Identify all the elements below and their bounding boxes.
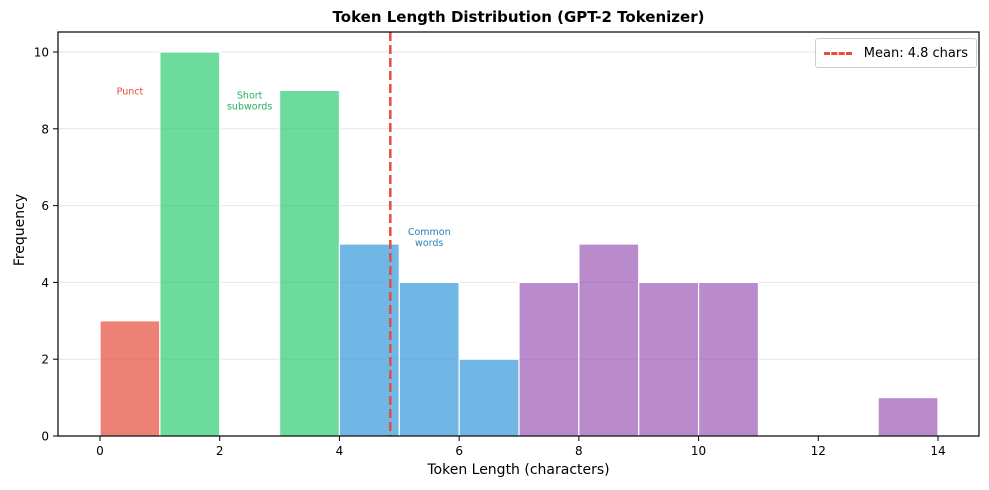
dashed-line-icon — [823, 51, 852, 55]
histogram-bar — [159, 51, 221, 437]
legend-entry-mean: Mean: 4.8 chars — [863, 45, 968, 61]
x-tick-label: 8 — [575, 444, 583, 458]
y-axis-label: Frequency — [12, 193, 28, 267]
annotation-label: Punct — [117, 86, 144, 97]
y-tick-label: 2 — [41, 353, 49, 367]
y-tick-label: 8 — [41, 122, 49, 136]
y-tick-label: 6 — [41, 199, 49, 213]
y-tick-label: 4 — [41, 276, 49, 290]
legend: Mean: 4.8 chars — [814, 38, 977, 68]
chart-title: Token Length Distribution (GPT-2 Tokeniz… — [332, 8, 705, 26]
x-tick-label: 4 — [336, 444, 344, 458]
histogram-bar — [278, 89, 341, 437]
x-axis-label: Token Length (characters) — [427, 462, 610, 478]
histogram-bar — [99, 320, 161, 437]
histogram-bar — [877, 397, 939, 437]
x-tick-label: 6 — [455, 444, 463, 458]
y-tick-label: 0 — [41, 430, 49, 444]
x-tick-label: 0 — [96, 444, 104, 458]
annotation-label: Short subwords — [227, 91, 272, 113]
x-tick-label: 14 — [930, 444, 945, 458]
histogram-bar — [697, 281, 760, 437]
histogram-bar — [578, 243, 640, 437]
annotation-label: Common words — [408, 227, 451, 249]
x-tick-label: 10 — [691, 444, 706, 458]
y-tick-label: 10 — [34, 46, 49, 60]
histogram-bar — [398, 281, 460, 437]
x-tick-label: 2 — [216, 444, 224, 458]
histogram-bar — [638, 281, 700, 437]
histogram-bar — [518, 281, 580, 437]
histogram-bar — [458, 358, 520, 437]
x-tick-label: 12 — [811, 444, 826, 458]
axes-frame — [57, 31, 980, 437]
